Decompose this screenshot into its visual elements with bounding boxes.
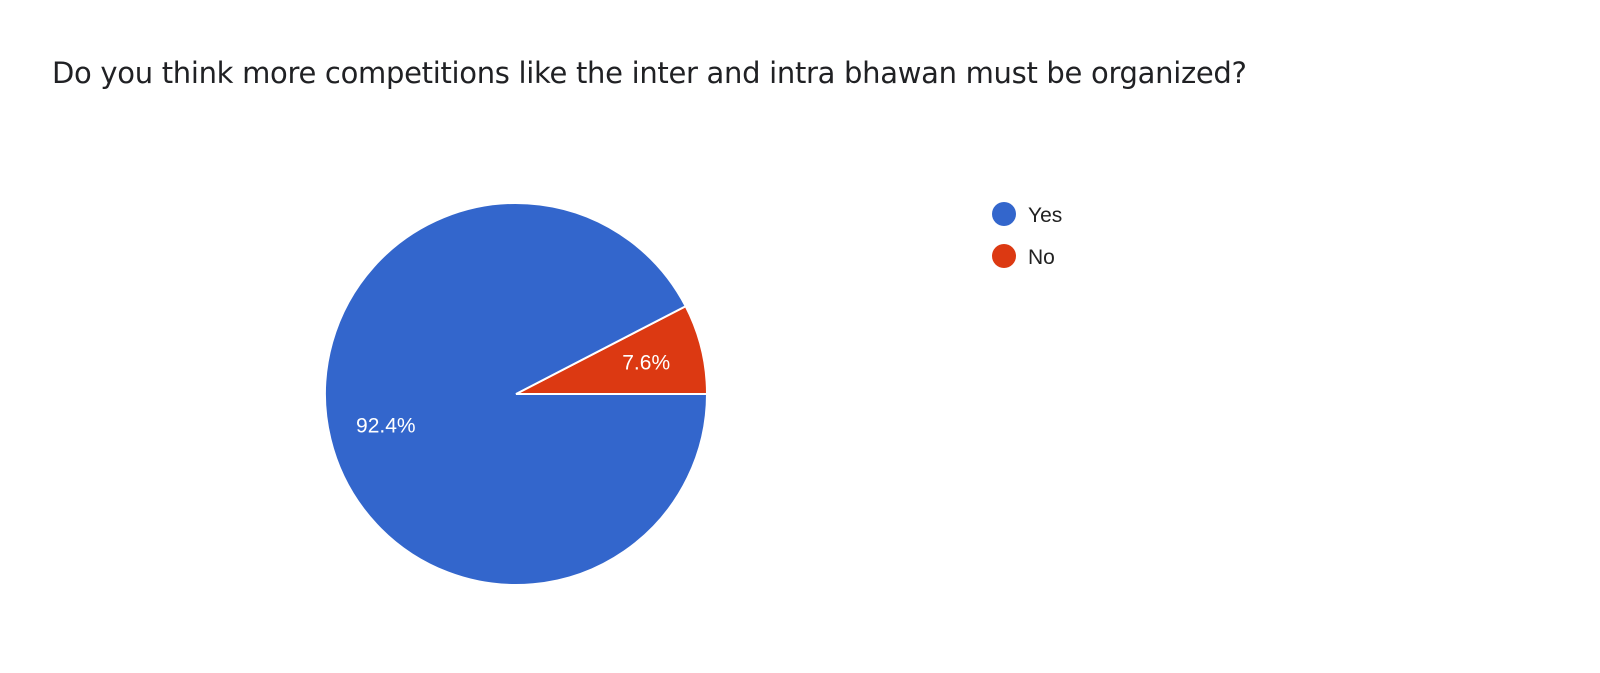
slice-label-yes: 92.4%: [356, 415, 416, 438]
pie-slice-yes[interactable]: [324, 202, 709, 586]
legend-swatch-yes: [992, 202, 1016, 226]
slice-label-no: 7.6%: [622, 351, 670, 374]
legend-label-yes: Yes: [1028, 204, 1062, 227]
chart-title: Do you think more competitions like the …: [52, 56, 1247, 90]
legend-swatch-no: [992, 244, 1016, 268]
legend: Yes No: [992, 202, 1062, 269]
legend-label-no: No: [1028, 246, 1055, 269]
